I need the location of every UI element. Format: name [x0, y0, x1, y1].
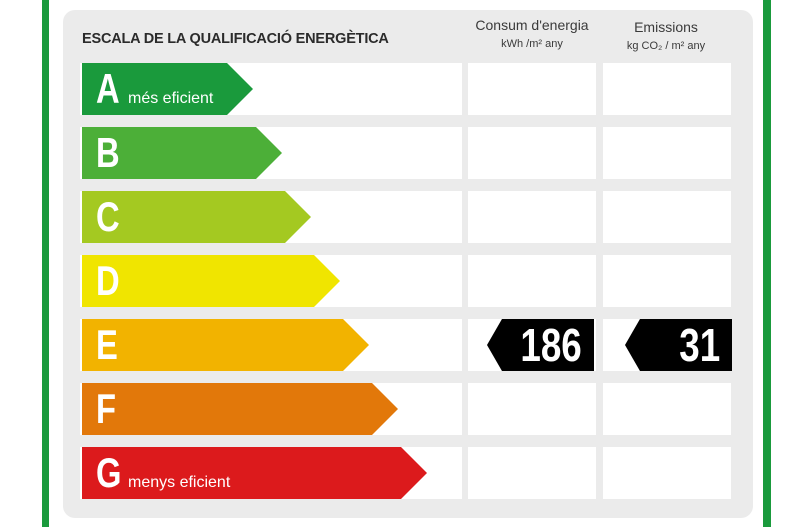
class-letter: A [96, 65, 120, 112]
consumption-value: 186 [520, 319, 582, 371]
emissions-header-unit: kg CO₂ / m² any [626, 40, 706, 52]
consumption-header-label: Consum d'energia [475, 17, 589, 33]
class-letter: F [96, 385, 117, 432]
class-arrow-e: E [82, 319, 369, 371]
emissions-header-label: Emissions [634, 19, 698, 35]
class-note: menys eficient [128, 474, 231, 491]
left-frame-border [42, 0, 49, 527]
consumption-cell-a [468, 63, 596, 115]
class-arrow-f: F [82, 383, 398, 435]
scale-title: ESCALA DE LA QUALIFICACIÓ ENERGÈTICA [82, 31, 389, 47]
class-letter: C [96, 193, 120, 240]
class-arrow-c: C [82, 191, 311, 243]
class-letter: D [96, 257, 120, 304]
consumption-cell-b [468, 127, 596, 179]
right-frame-border [763, 0, 771, 527]
emissions-cell-c [603, 191, 731, 243]
consumption-cell-d [468, 255, 596, 307]
emissions-cell-g [603, 447, 731, 499]
emissions-value-tag: 31 [625, 319, 732, 371]
emissions-value: 31 [679, 319, 720, 371]
class-letter: B [96, 129, 120, 176]
class-note: més eficient [128, 90, 214, 107]
emissions-header: Emissions kg CO₂ / m² any [600, 19, 732, 57]
class-arrow-b: B [82, 127, 282, 179]
consumption-cell-c [468, 191, 596, 243]
class-letter: G [96, 449, 122, 496]
emissions-cell-f [603, 383, 731, 435]
consumption-value-tag: 186 [487, 319, 594, 371]
class-arrow-d: D [82, 255, 340, 307]
emissions-cell-d [603, 255, 731, 307]
class-letter: E [96, 321, 118, 368]
consumption-cell-f [468, 383, 596, 435]
emissions-cell-a [603, 63, 731, 115]
emissions-cell-b [603, 127, 731, 179]
consumption-cell-g [468, 447, 596, 499]
consumption-header-unit: kWh /m² any [501, 38, 563, 50]
consumption-header: Consum d'energia kWh /m² any [466, 17, 598, 55]
